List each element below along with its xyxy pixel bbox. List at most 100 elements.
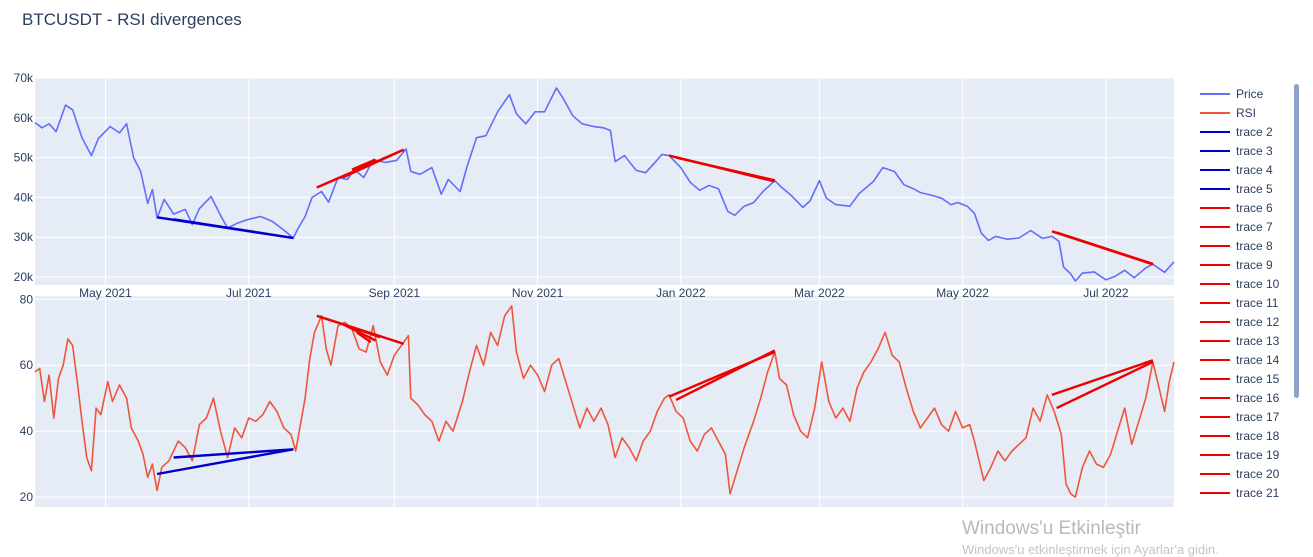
legend-swatch: [1200, 92, 1230, 95]
legend-item[interactable]: trace 17: [1200, 407, 1300, 426]
legend-label: trace 16: [1236, 390, 1280, 405]
legend-label: trace 11: [1236, 295, 1279, 310]
divergence-line-trace-18: [1056, 231, 1154, 266]
legend-label: trace 5: [1236, 181, 1273, 196]
x-tick-label: May 2021: [79, 286, 132, 300]
divergence-line-trace-9: [342, 322, 377, 342]
divergence-line-trace-21: [356, 331, 372, 344]
price-plot-background: [35, 78, 1174, 285]
rsi-line: [34, 305, 1175, 498]
legend-item[interactable]: trace 18: [1200, 426, 1300, 445]
divergence-line-trace-15: [675, 349, 776, 401]
legend-swatch: [1200, 415, 1230, 418]
legend-label: trace 19: [1236, 447, 1280, 462]
legend-label: trace 2: [1236, 124, 1273, 139]
x-tick-label: Jul 2021: [226, 286, 272, 300]
legend: Price RSI trace 2 trace 3 trace 4 trace 5 trac…: [1200, 84, 1300, 508]
legend-item[interactable]: RSI: [1200, 103, 1300, 122]
x-tick-label: May 2022: [936, 286, 989, 300]
divergence-line-trace-5: [173, 448, 294, 459]
legend-item[interactable]: trace 8: [1200, 236, 1300, 255]
price-y-tick-label: 70k: [14, 71, 34, 85]
legend-item[interactable]: trace 20: [1200, 464, 1300, 483]
legend-item[interactable]: trace 11: [1200, 293, 1300, 312]
legend-item[interactable]: trace 5: [1200, 179, 1300, 198]
divergence-line-trace-3: [156, 448, 294, 476]
legend-label: RSI: [1236, 105, 1257, 120]
legend-item[interactable]: Price: [1200, 84, 1300, 103]
legend-label: trace 21: [1236, 485, 1280, 500]
divergence-line-trace-17: [1051, 359, 1154, 397]
divergence-line-trace-19: [1056, 360, 1154, 410]
legend-swatch: [1200, 149, 1230, 152]
legend-swatch: [1200, 301, 1230, 304]
x-tick-label: Jul 2022: [1083, 286, 1129, 300]
legend-item[interactable]: trace 2: [1200, 122, 1300, 141]
legend-item[interactable]: trace 12: [1200, 312, 1300, 331]
legend-label: trace 3: [1236, 143, 1273, 158]
legend-label: trace 14: [1236, 352, 1280, 367]
legend-item[interactable]: trace 6: [1200, 198, 1300, 217]
x-tick-label: Nov 2021: [512, 286, 564, 300]
rsi-plot-background: [35, 296, 1174, 507]
legend-label: trace 9: [1236, 257, 1273, 272]
legend-label: trace 17: [1236, 409, 1280, 424]
legend-swatch: [1200, 453, 1230, 456]
rsi-y-tick-label: 60: [20, 358, 34, 372]
rsi-y-tick-label: 20: [20, 490, 34, 504]
legend-label: trace 6: [1236, 200, 1273, 215]
legend-label: trace 10: [1236, 276, 1280, 291]
legend-swatch: [1200, 206, 1230, 209]
legend-swatch: [1200, 491, 1230, 494]
legend-scrollbar[interactable]: [1294, 84, 1299, 398]
legend-item[interactable]: trace 21: [1200, 483, 1300, 502]
legend-item[interactable]: trace 3: [1200, 141, 1300, 160]
price-y-tick-label: 30k: [14, 230, 34, 244]
legend-label: trace 7: [1236, 219, 1273, 234]
legend-swatch: [1200, 244, 1230, 247]
activation-watermark-subtext: Windows'u etkinleştirmek için Ayarlar'a …: [962, 542, 1219, 557]
x-tick-label: Sep 2021: [369, 286, 421, 300]
divergence-line-trace-8: [342, 148, 405, 179]
legend-label: trace 13: [1236, 333, 1280, 348]
legend-swatch: [1200, 187, 1230, 190]
legend-swatch: [1200, 320, 1230, 323]
legend-item[interactable]: trace 15: [1200, 369, 1300, 388]
x-tick-label: Mar 2022: [794, 286, 845, 300]
legend-swatch: [1200, 111, 1230, 114]
legend-label: Price: [1236, 86, 1264, 101]
legend-label: trace 4: [1236, 162, 1273, 177]
chart-title: BTCUSDT - RSI divergences: [22, 10, 242, 29]
legend-label: trace 8: [1236, 238, 1273, 253]
legend-swatch: [1200, 339, 1230, 342]
legend-item[interactable]: trace 13: [1200, 331, 1300, 350]
rsi-y-tick-label: 40: [20, 424, 34, 438]
legend-item[interactable]: trace 9: [1200, 255, 1300, 274]
legend-swatch: [1200, 358, 1230, 361]
gridlines: [35, 77, 1174, 507]
legend-swatch: [1200, 396, 1230, 399]
legend-swatch: [1200, 434, 1230, 437]
divergence-line-trace-4: [173, 218, 294, 240]
legend-label: trace 12: [1236, 314, 1280, 329]
legend-item[interactable]: trace 10: [1200, 274, 1300, 293]
legend-item[interactable]: trace 7: [1200, 217, 1300, 236]
divergence-line-trace-20: [356, 162, 372, 170]
divergence-line-trace-10: [351, 158, 376, 171]
legend-swatch: [1200, 282, 1230, 285]
legend-swatch: [1200, 377, 1230, 380]
price-y-tick-label: 50k: [14, 151, 34, 165]
legend-swatch: [1200, 130, 1230, 133]
legend-swatch: [1200, 263, 1230, 266]
legend-swatch: [1200, 168, 1230, 171]
rsi-y-tick-label: 80: [20, 292, 34, 306]
legend-item[interactable]: trace 14: [1200, 350, 1300, 369]
price-y-tick-label: 40k: [14, 190, 34, 204]
divergence-lines: [156, 148, 1154, 476]
activation-watermark: Windows'u Etkinleştir: [962, 518, 1141, 539]
price-y-tick-label: 20k: [14, 270, 34, 284]
price-y-tick-label: 60k: [14, 111, 34, 125]
legend-item[interactable]: trace 16: [1200, 388, 1300, 407]
legend-item[interactable]: trace 19: [1200, 445, 1300, 464]
legend-item[interactable]: trace 4: [1200, 160, 1300, 179]
